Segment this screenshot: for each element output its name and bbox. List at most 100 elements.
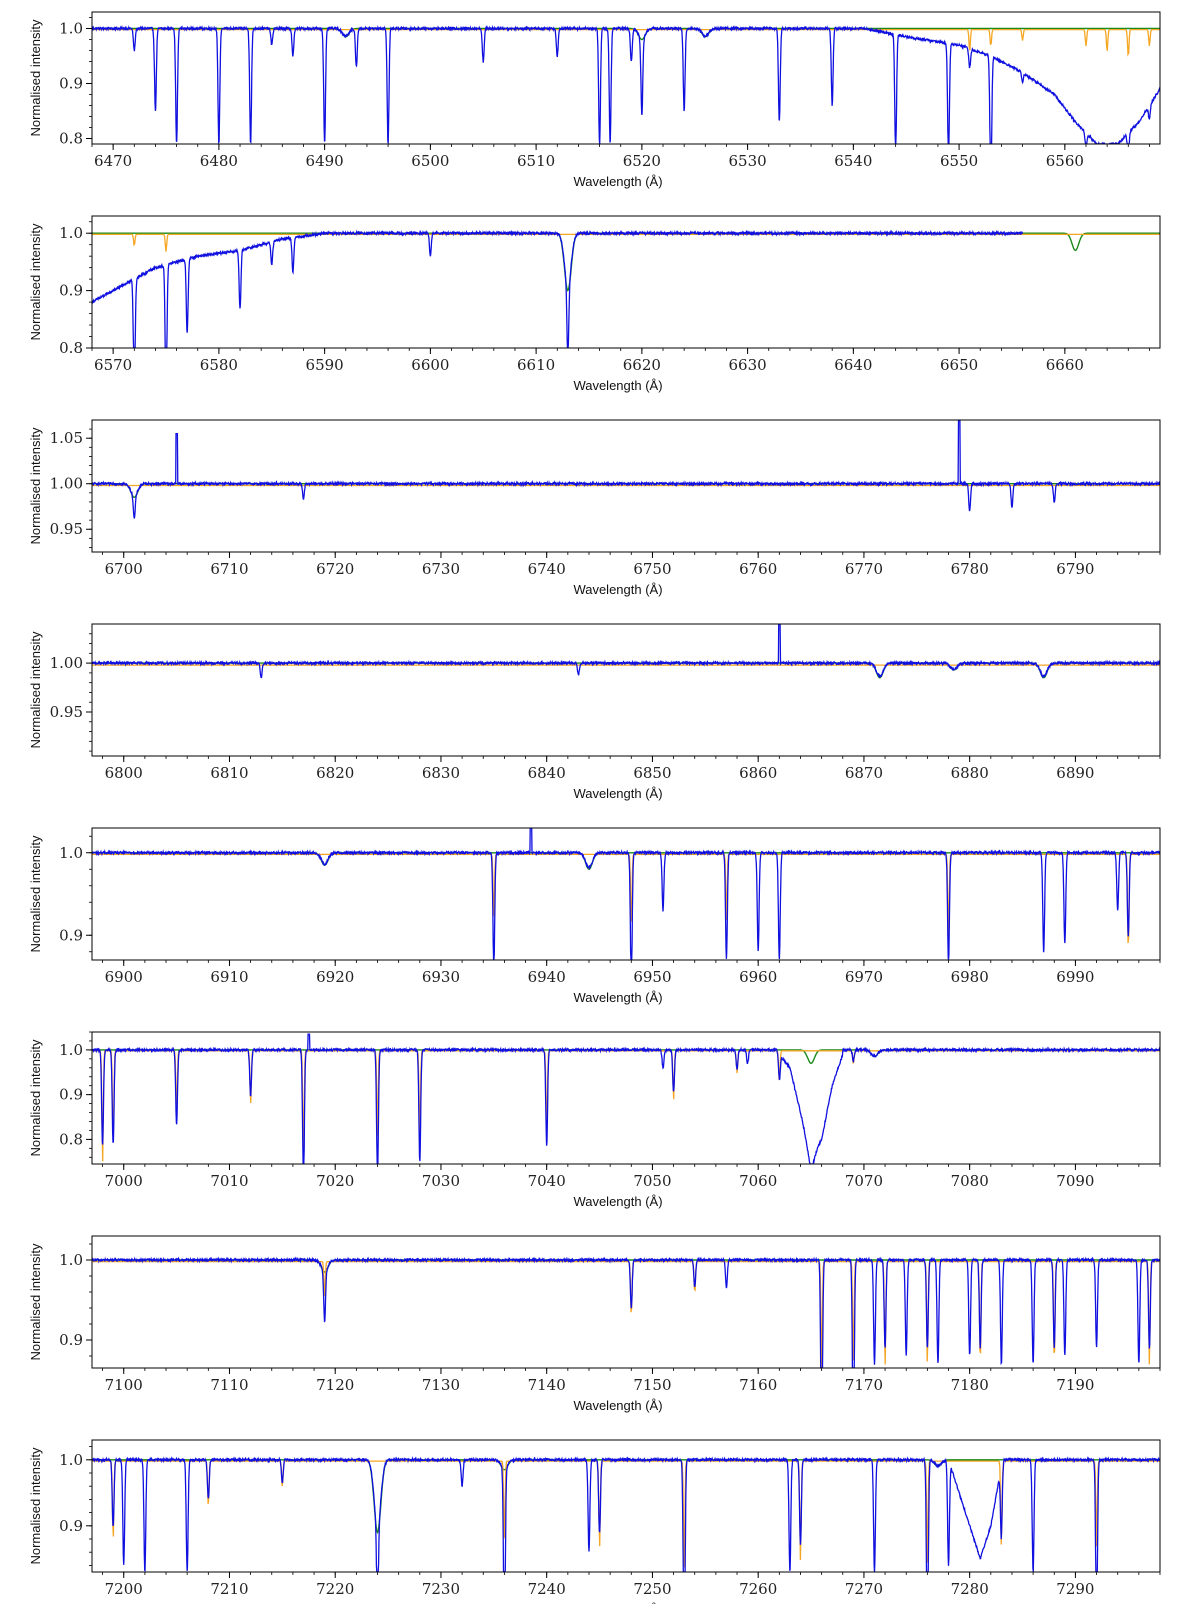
plot-area xyxy=(92,1256,1160,1368)
y-tick-label: 1.0 xyxy=(59,1251,83,1269)
x-tick-label: 6530 xyxy=(729,152,767,170)
x-tick-label: 6510 xyxy=(517,152,555,170)
x-tick-label: 6850 xyxy=(633,764,671,782)
x-tick-label: 6830 xyxy=(422,764,460,782)
axes-frame xyxy=(91,419,1161,553)
x-tick-label: 7030 xyxy=(422,1172,460,1190)
x-tick-label: 6580 xyxy=(200,356,238,374)
x-tick-label: 7010 xyxy=(210,1172,248,1190)
x-tick-label: 6560 xyxy=(1046,152,1084,170)
y-tick-label: 1.0 xyxy=(59,1451,83,1469)
x-tick-label: 7220 xyxy=(316,1580,354,1598)
x-tick-label: 7040 xyxy=(528,1172,566,1190)
spectrum-panel-3: 6700 6710 6720 6730 6740 6750 6760 6770 6780 6790… xyxy=(28,419,1161,597)
x-tick-label: 6570 xyxy=(94,356,132,374)
x-tick-label: 7240 xyxy=(528,1580,566,1598)
y-tick-label: 1.00 xyxy=(50,654,83,672)
spectrum-panel-7: 7100 7110 7120 7130 7140 7150 7160 7170 7180 7190… xyxy=(28,1235,1161,1413)
x-tick-label: 6950 xyxy=(633,968,671,986)
axes-frame xyxy=(91,1235,1161,1369)
y-tick-label: 1.0 xyxy=(59,20,83,38)
x-tick-label: 6490 xyxy=(306,152,344,170)
spectrum-panel-2: 6570 6580 6590 6600 6610 6620 6630 6640 6650 6660… xyxy=(28,215,1161,393)
y-tick-label: 0.9 xyxy=(59,926,83,944)
x-tick-label: 6790 xyxy=(1056,560,1094,578)
x-tick-label: 6770 xyxy=(845,560,883,578)
spectrum-panel-4: 6800 6810 6820 6830 6840 6850 6860 6870 6880 6890… xyxy=(28,623,1161,801)
x-tick-label: 7170 xyxy=(845,1376,883,1394)
x-tick-label: 7050 xyxy=(633,1172,671,1190)
y-tick-label: 0.8 xyxy=(59,1130,83,1148)
axes-frame xyxy=(91,11,1161,145)
y-axis-label: Normalised intensity xyxy=(28,19,43,137)
x-tick-label: 6960 xyxy=(739,968,777,986)
y-tick-label: 1.0 xyxy=(59,844,83,862)
x-tick-label: 6480 xyxy=(200,152,238,170)
x-tick-label: 6870 xyxy=(845,764,883,782)
x-tick-label: 6600 xyxy=(411,356,449,374)
x-tick-label: 6810 xyxy=(210,764,248,782)
x-tick-label: 6590 xyxy=(306,356,344,374)
x-tick-label: 6730 xyxy=(422,560,460,578)
observed-spectrum-line xyxy=(92,229,1024,348)
x-tick-label: 7130 xyxy=(422,1376,460,1394)
y-tick-label: 0.9 xyxy=(59,1517,83,1535)
x-tick-label: 7230 xyxy=(422,1580,460,1598)
x-tick-label: 6840 xyxy=(528,764,566,782)
x-tick-label: 7190 xyxy=(1056,1376,1094,1394)
x-tick-label: 7210 xyxy=(210,1580,248,1598)
x-tick-label: 7020 xyxy=(316,1172,354,1190)
x-tick-label: 6610 xyxy=(517,356,555,374)
telluric-line xyxy=(92,233,1160,252)
plot-area xyxy=(92,828,1160,960)
x-tick-label: 7260 xyxy=(739,1580,777,1598)
x-tick-label: 6660 xyxy=(1046,356,1084,374)
x-tick-label: 6540 xyxy=(834,152,872,170)
x-tick-label: 6910 xyxy=(210,968,248,986)
x-tick-label: 6920 xyxy=(316,968,354,986)
observed-spectrum-line xyxy=(92,624,1160,679)
y-axis-label: Normalised intensity xyxy=(28,1243,43,1361)
axes-frame xyxy=(91,215,1161,349)
x-tick-label: 6750 xyxy=(633,560,671,578)
x-axis-label: Wavelength (Å) xyxy=(573,582,662,597)
x-tick-label: 6930 xyxy=(422,968,460,986)
x-tick-label: 7250 xyxy=(633,1580,671,1598)
y-tick-label: 1.0 xyxy=(59,1041,83,1059)
x-tick-label: 6470 xyxy=(94,152,132,170)
x-tick-label: 7200 xyxy=(105,1580,143,1598)
x-tick-label: 7120 xyxy=(316,1376,354,1394)
y-tick-label: 0.95 xyxy=(50,703,83,721)
x-axis-label: Wavelength (Å) xyxy=(573,786,662,801)
x-tick-label: 6860 xyxy=(739,764,777,782)
x-tick-label: 7140 xyxy=(528,1376,566,1394)
y-tick-label: 1.0 xyxy=(59,224,83,242)
x-tick-label: 6780 xyxy=(951,560,989,578)
x-tick-label: 7180 xyxy=(951,1376,989,1394)
plot-area xyxy=(92,24,1160,144)
y-axis-label: Normalised intensity xyxy=(28,223,43,341)
observed-spectrum-line xyxy=(92,24,1160,144)
x-axis-label: Wavelength (Å) xyxy=(573,174,662,189)
y-axis-label: Normalised intensity xyxy=(28,835,43,953)
spectrum-panel-5: 6900 6910 6920 6930 6940 6950 6960 6970 6980 6990… xyxy=(28,827,1161,1005)
x-axis-label: Wavelength (Å) xyxy=(573,1398,662,1413)
observed-spectrum-line xyxy=(92,828,1160,960)
spectrum-panel-1: 6470 6480 6490 6500 6510 6520 6530 6540 6550 6560… xyxy=(28,11,1161,189)
y-axis-label: Normalised intensity xyxy=(28,1039,43,1157)
stellar-model-line xyxy=(92,852,1160,870)
x-tick-label: 6800 xyxy=(105,764,143,782)
x-tick-label: 7080 xyxy=(951,1172,989,1190)
x-tick-label: 7280 xyxy=(951,1580,989,1598)
x-axis-label: Wavelength (Å) xyxy=(573,990,662,1005)
x-tick-label: 6880 xyxy=(951,764,989,782)
y-tick-label: 0.9 xyxy=(59,1086,83,1104)
x-tick-label: 6650 xyxy=(940,356,978,374)
x-tick-label: 7150 xyxy=(633,1376,671,1394)
plot-area xyxy=(92,229,1160,348)
x-tick-label: 6900 xyxy=(105,968,143,986)
plot-area xyxy=(92,1033,1160,1164)
axes-frame xyxy=(91,623,1161,757)
x-tick-label: 6550 xyxy=(940,152,978,170)
